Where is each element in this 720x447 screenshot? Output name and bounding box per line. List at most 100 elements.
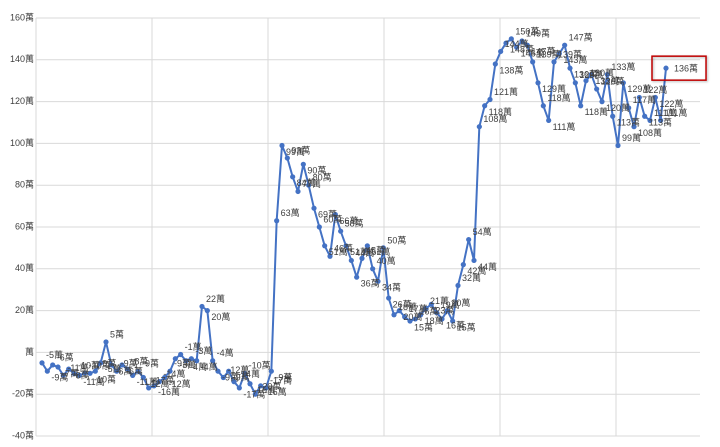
point [114, 368, 120, 374]
data-label: -8萬 [73, 369, 90, 380]
point [210, 358, 216, 364]
data-label: -14萬 [163, 368, 185, 379]
data-label: -8萬 [131, 355, 148, 366]
point [364, 243, 370, 249]
data-label: -10萬 [78, 360, 100, 371]
point [599, 99, 605, 105]
y-tick-label: 萬 [25, 346, 34, 357]
data-label: 147萬 [531, 46, 555, 57]
point [354, 274, 360, 280]
data-label: 17萬 [409, 303, 428, 314]
point [167, 368, 173, 374]
point [402, 314, 408, 320]
y-tick-label: 120萬 [10, 95, 34, 106]
data-label: 20萬 [451, 297, 470, 308]
data-label: -6萬 [57, 351, 74, 362]
data-label: 99萬 [622, 132, 641, 143]
data-label: 20萬 [403, 311, 422, 322]
point [546, 117, 552, 124]
data-label: 36萬 [361, 278, 380, 289]
data-label: -15萬 [254, 384, 276, 395]
data-label: -1萬 [185, 341, 202, 352]
data-label: -12萬 [227, 364, 249, 375]
point [295, 188, 301, 195]
point [498, 48, 504, 55]
highlight-box [651, 55, 707, 81]
data-label: 118萬 [585, 106, 608, 117]
point [588, 71, 594, 78]
data-label: -16萬 [265, 386, 287, 397]
data-label: 84萬 [297, 177, 316, 188]
data-label: -9萬 [121, 358, 138, 369]
point [626, 105, 632, 111]
point [194, 358, 200, 364]
point [380, 245, 386, 251]
point [615, 142, 621, 149]
point [524, 42, 530, 48]
data-label: 129萬 [579, 69, 603, 80]
data-label: -10萬 [89, 360, 111, 371]
point [610, 113, 616, 119]
data-label: 60萬 [323, 213, 342, 224]
data-label: 143萬 [563, 54, 587, 65]
data-label: 113萬 [617, 117, 640, 128]
data-label: -9萬 [142, 358, 159, 369]
data-label: 15萬 [414, 321, 433, 332]
point [338, 228, 344, 234]
data-label: 129萬 [542, 83, 566, 94]
point [466, 236, 472, 243]
data-label: 90萬 [307, 165, 326, 176]
point [236, 385, 242, 391]
data-label: 15萬 [457, 321, 476, 332]
point [556, 50, 562, 57]
y-tick-label: 140萬 [10, 53, 34, 64]
data-label: 113萬 [649, 117, 672, 128]
point [423, 305, 429, 312]
point [156, 379, 162, 385]
point [348, 257, 354, 264]
point [242, 370, 248, 376]
point [188, 356, 194, 362]
data-label: 133萬 [595, 75, 619, 86]
data-label: -4萬 [201, 361, 218, 372]
data-label: 66萬 [339, 215, 358, 226]
point [204, 308, 210, 314]
point [316, 224, 322, 230]
series-line [41, 37, 667, 396]
data-label: 111萬 [553, 121, 576, 132]
data-label: 121萬 [494, 86, 518, 97]
point [50, 362, 56, 368]
point [375, 278, 381, 284]
data-label: -10萬 [94, 374, 116, 385]
point [439, 316, 445, 322]
data-label: 108萬 [638, 127, 662, 138]
point [636, 94, 642, 101]
point [279, 142, 285, 149]
point [274, 218, 280, 224]
point [146, 385, 152, 391]
point [306, 182, 312, 188]
point [60, 372, 66, 378]
data-label: 130萬 [590, 67, 614, 78]
y-tick-label: -40萬 [12, 429, 34, 440]
data-label: 126萬 [601, 75, 625, 86]
point [487, 96, 493, 103]
point [519, 38, 525, 44]
data-label: -6萬 [126, 365, 143, 376]
point [642, 113, 648, 119]
data-label: -10萬 [249, 360, 271, 371]
data-label: -17萬 [243, 388, 265, 399]
data-label: -9萬 [233, 372, 250, 383]
data-label: 118萬 [489, 106, 512, 117]
point [87, 370, 93, 376]
data-label: 122萬 [643, 84, 667, 95]
point [226, 368, 232, 374]
data-label: 129萬 [627, 83, 651, 94]
y-tick-label: 100萬 [10, 137, 34, 148]
point [284, 155, 290, 161]
point [178, 351, 184, 358]
point [140, 374, 146, 381]
data-label: 138萬 [499, 64, 523, 75]
point [343, 243, 349, 249]
